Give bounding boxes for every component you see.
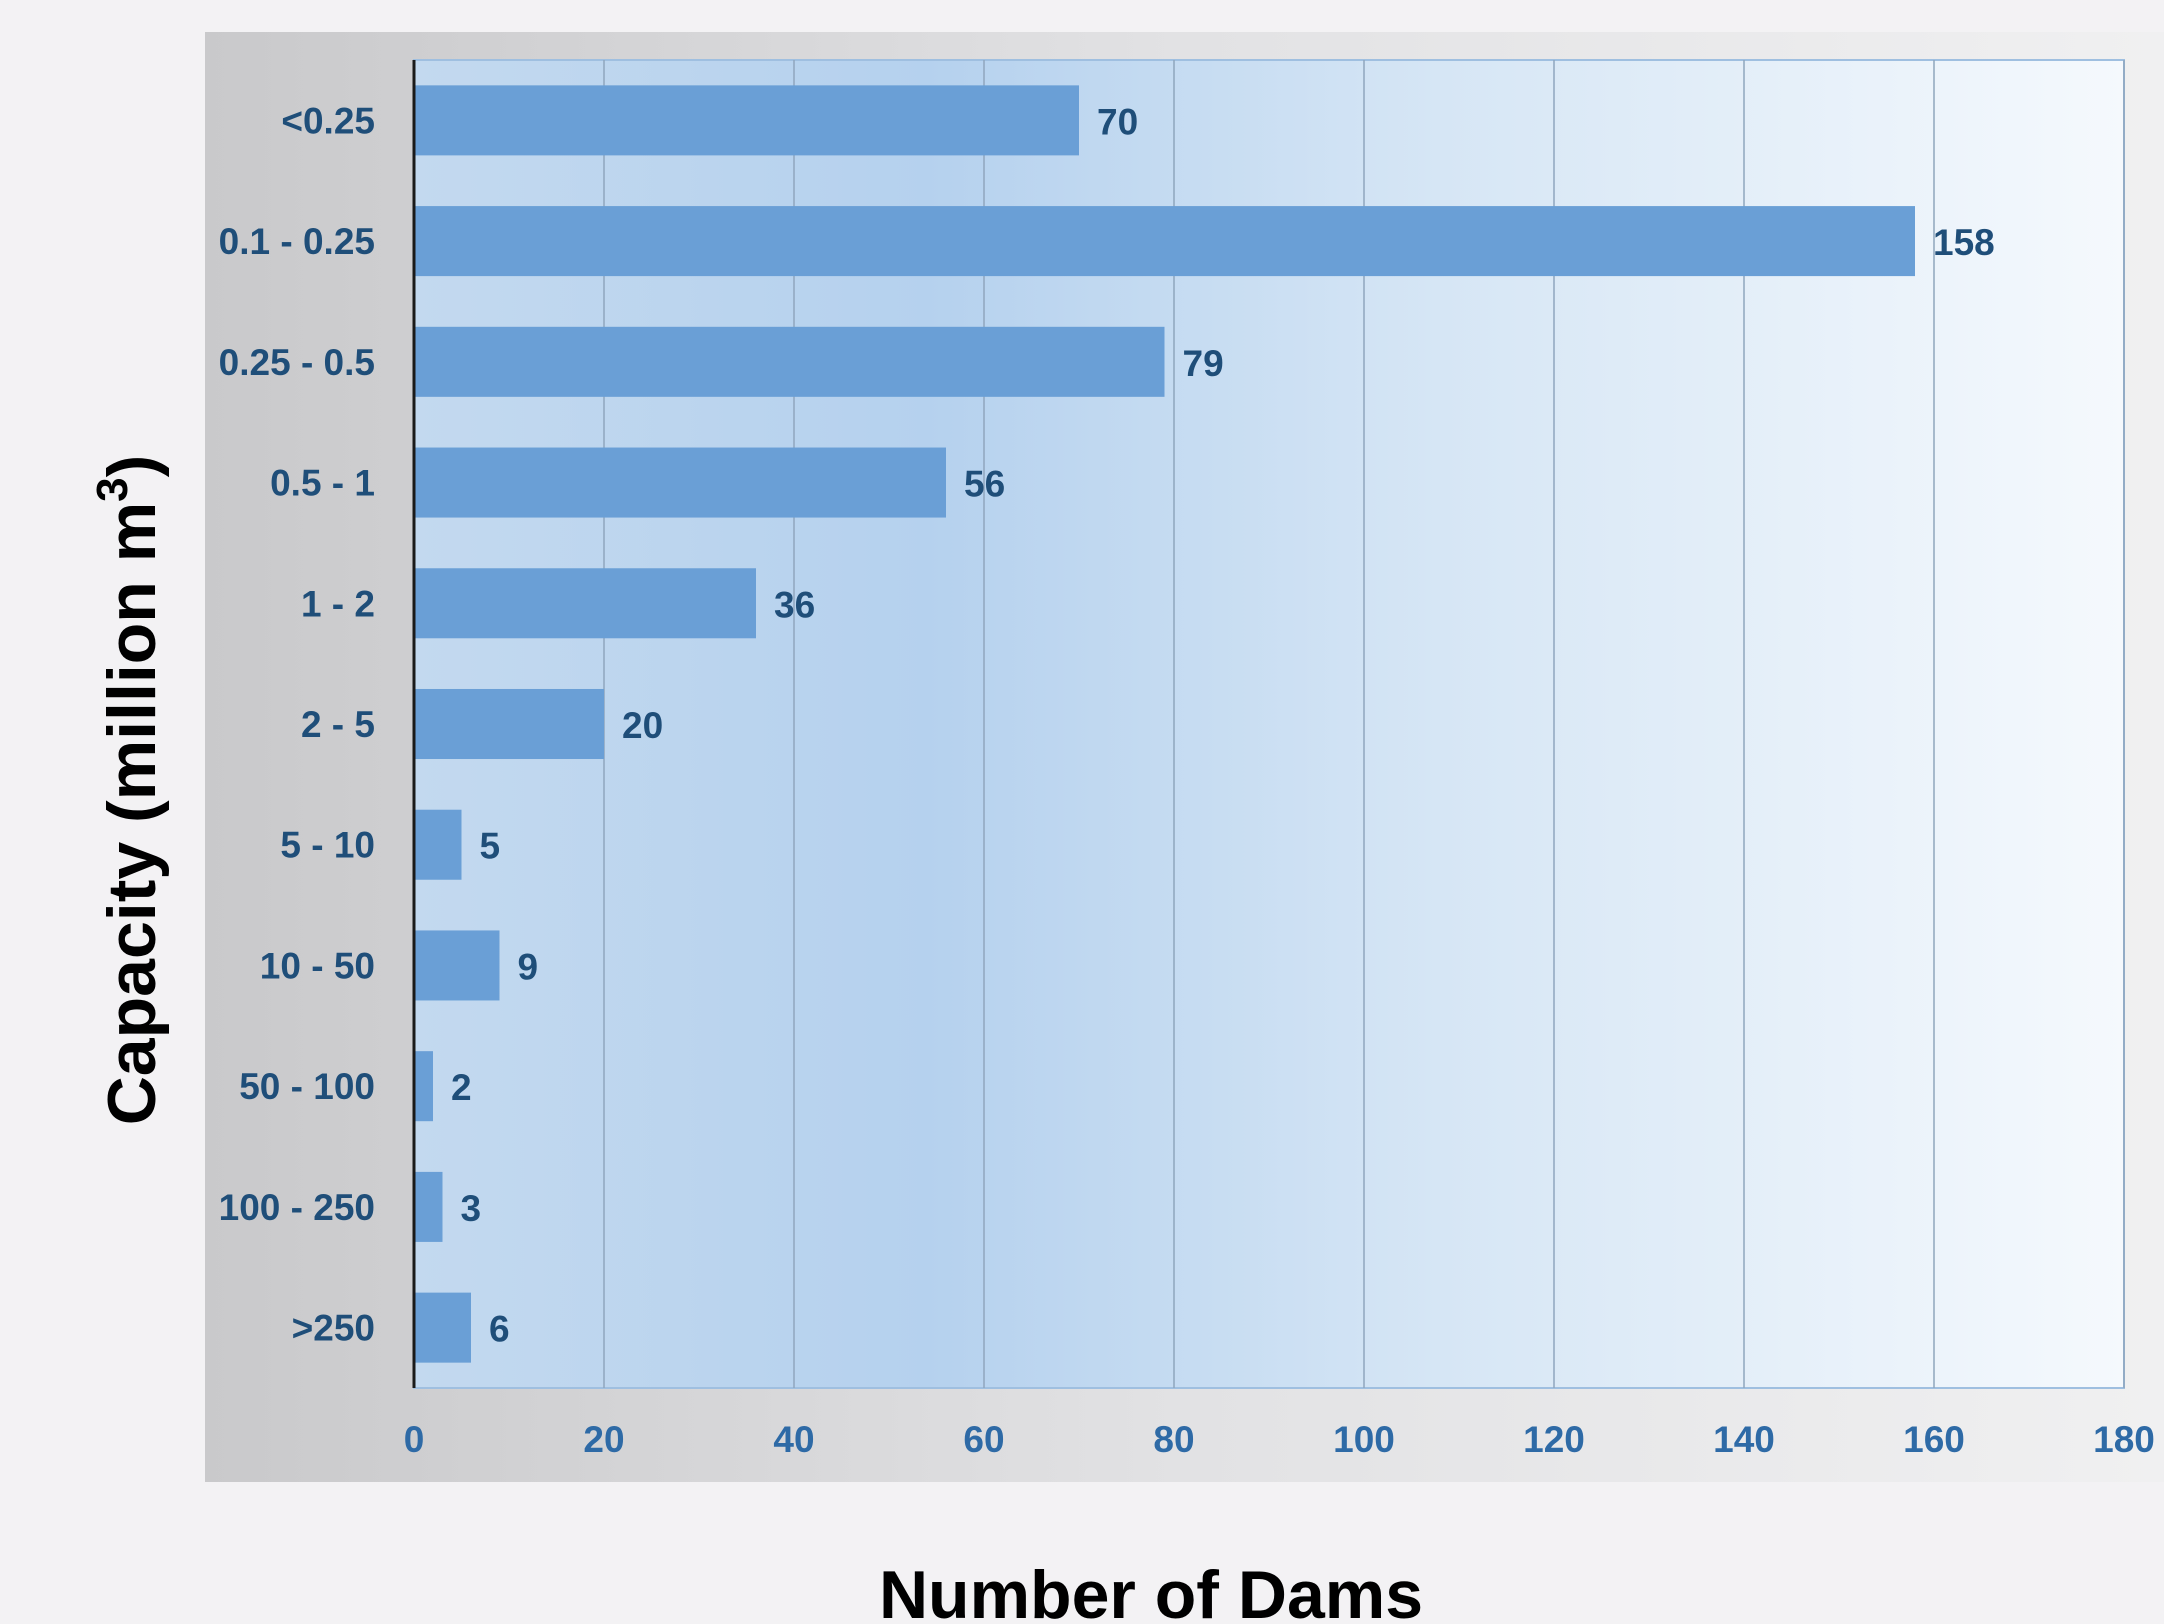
bar	[414, 809, 462, 880]
data-label: 158	[1933, 222, 1995, 263]
x-tick-label: 40	[773, 1419, 814, 1460]
category-labels: <0.25 0.1 - 0.25 0.25 - 0.5 0.5 - 1 1 - 2 2 -…	[219, 100, 375, 1348]
data-label: 20	[622, 705, 663, 746]
bar	[414, 447, 946, 518]
data-label: 56	[964, 464, 1005, 505]
x-tick-label: 0	[404, 1419, 425, 1460]
y-axis-title: Capacity (million m3)	[88, 455, 170, 1126]
category-label: 1 - 2	[301, 583, 375, 624]
category-label: 2 - 5	[301, 704, 375, 745]
bars-group	[414, 85, 1915, 1363]
x-tick-label: 20	[583, 1419, 624, 1460]
y-axis-title-main: Capacity (million m	[94, 502, 170, 1125]
x-tick-label: 80	[1153, 1419, 1194, 1460]
category-label: 5 - 10	[280, 825, 375, 866]
data-label: 79	[1183, 343, 1224, 384]
data-label: 3	[461, 1188, 482, 1229]
category-label: 100 - 250	[219, 1187, 375, 1228]
bar	[414, 568, 756, 639]
x-tick-label: 100	[1333, 1419, 1395, 1460]
category-label: 0.1 - 0.25	[219, 221, 375, 262]
x-tick-label: 120	[1523, 1419, 1585, 1460]
category-label: 0.5 - 1	[270, 463, 375, 504]
plot-area	[413, 59, 2125, 1389]
bar	[414, 930, 500, 1001]
bar	[414, 1051, 433, 1122]
y-axis-title-superscript: 3	[88, 477, 137, 501]
bar	[414, 326, 1165, 397]
data-label: 70	[1097, 101, 1138, 142]
data-label: 6	[489, 1309, 510, 1350]
gridlines	[603, 60, 2125, 1388]
category-label: 0.25 - 0.5	[219, 342, 375, 383]
category-label: 50 - 100	[239, 1066, 375, 1107]
category-label: >250	[292, 1308, 375, 1349]
data-label: 9	[518, 946, 539, 987]
x-tick-labels: 0 20 40 60 80 100 120 140 160 180	[404, 1419, 2155, 1460]
x-axis-title: Number of Dams	[879, 1557, 1423, 1624]
category-label: 10 - 50	[260, 945, 375, 986]
data-label: 5	[480, 826, 501, 867]
x-tick-label: 140	[1713, 1419, 1775, 1460]
data-label: 36	[774, 584, 815, 625]
y-axis-title-close: )	[94, 455, 170, 478]
x-tick-label: 180	[2093, 1419, 2155, 1460]
data-label: 2	[451, 1067, 472, 1108]
x-tick-label: 160	[1903, 1419, 1965, 1460]
bar	[414, 85, 1079, 156]
bar	[414, 1292, 471, 1363]
bar	[414, 206, 1915, 277]
bar	[414, 688, 604, 760]
bar	[414, 1171, 443, 1242]
category-label: <0.25	[281, 100, 375, 141]
x-tick-label: 60	[963, 1419, 1004, 1460]
